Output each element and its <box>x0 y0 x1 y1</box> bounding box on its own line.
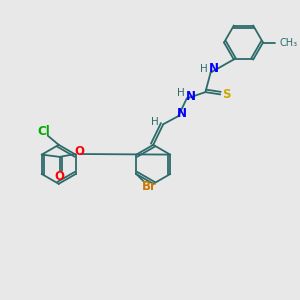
Text: H: H <box>177 88 184 98</box>
Text: Cl: Cl <box>38 125 50 138</box>
Text: N: N <box>186 90 196 103</box>
Text: H: H <box>200 64 208 74</box>
Text: O: O <box>55 170 64 183</box>
Text: S: S <box>222 88 230 101</box>
Text: CH₃: CH₃ <box>280 38 298 47</box>
Text: O: O <box>75 145 85 158</box>
Text: N: N <box>177 107 187 120</box>
Text: N: N <box>208 62 218 75</box>
Text: Br: Br <box>142 180 157 193</box>
Text: H: H <box>151 117 159 127</box>
